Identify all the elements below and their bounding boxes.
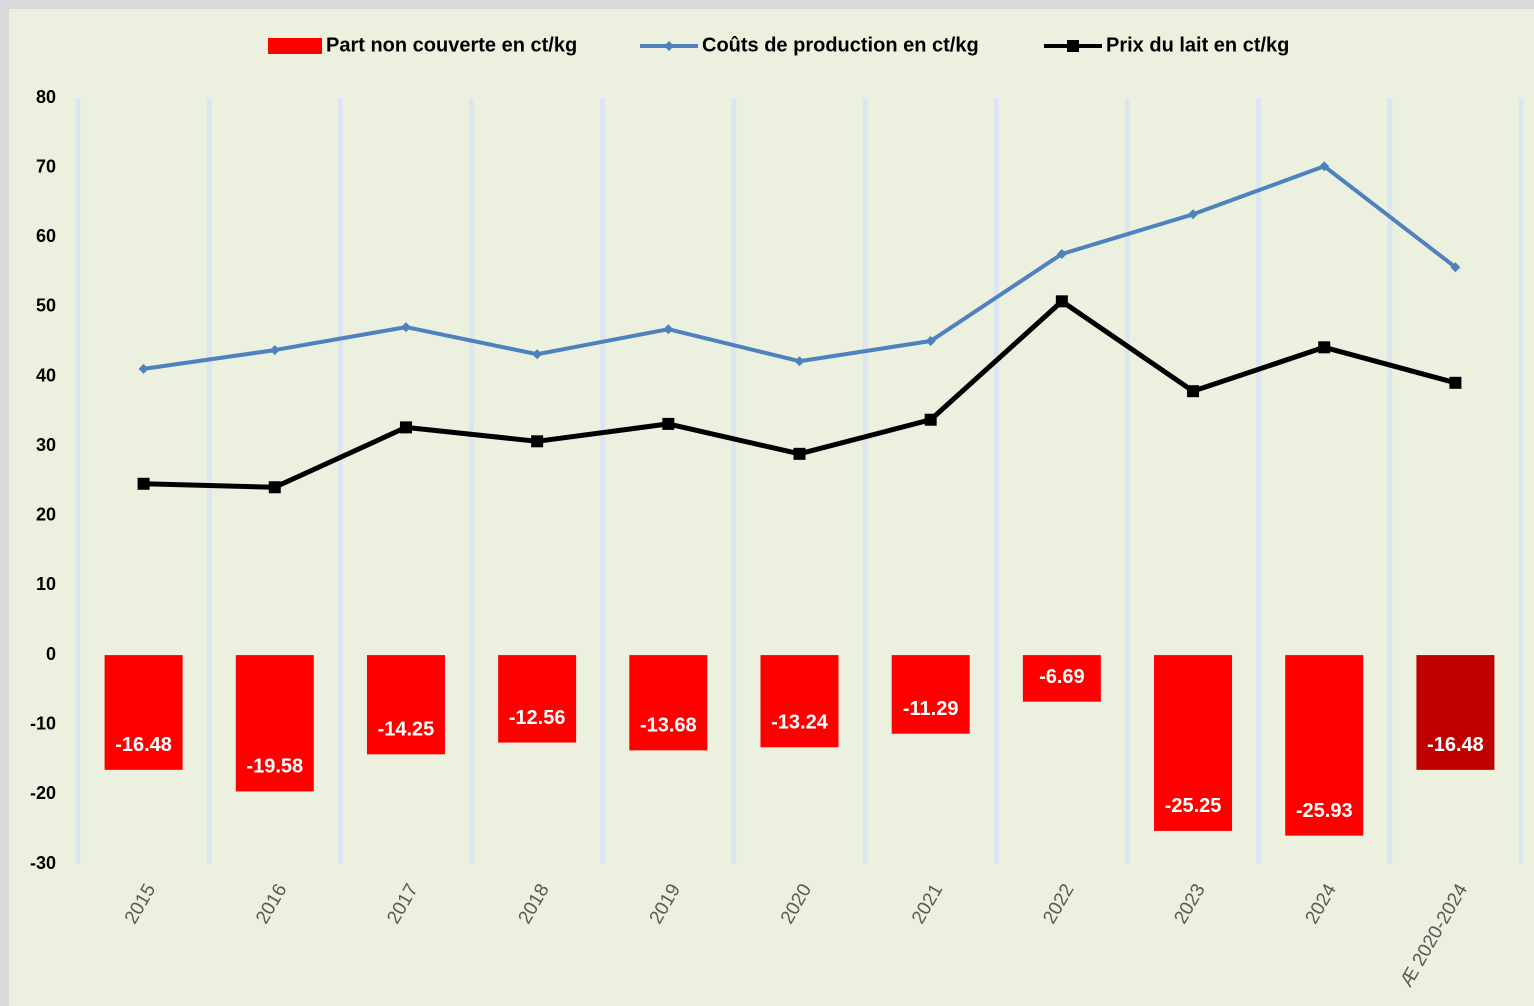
data-label: -6.69 [1039,666,1085,688]
marker [138,363,149,374]
legend-label: Coûts de production en ct/kg [702,34,979,56]
bar [1416,655,1495,770]
bar [1285,655,1364,836]
marker [662,417,675,430]
bar [1154,655,1233,831]
bar [891,655,970,734]
legend-label: Prix du lait en ct/kg [1106,34,1289,56]
data-label: -25.25 [1165,795,1222,817]
marker [663,324,674,335]
y-tick-label: 0 [46,644,56,664]
bar [235,655,314,792]
legend-marker [1067,40,1079,52]
y-tick-label: 20 [36,505,56,525]
data-label: -11.29 [903,698,959,720]
marker [532,349,543,360]
data-label: -25.93 [1296,800,1353,822]
marker [531,435,544,448]
bar [1022,655,1101,702]
plot-background [9,9,1534,1006]
marker [793,447,806,460]
bar [366,655,445,755]
marker [1450,262,1461,273]
marker [400,322,411,333]
y-tick-label: 10 [36,574,56,594]
marker [268,481,281,494]
y-tick-label: -20 [30,783,56,803]
y-tick-label: 70 [36,156,56,176]
y-tick-label: 60 [36,226,56,246]
data-label: -16.48 [1427,734,1484,756]
marker [1187,385,1200,398]
marker [137,477,150,490]
data-label: -13.24 [771,712,829,734]
legend-marker [664,41,674,51]
data-label: -13.68 [640,715,697,737]
y-tick-label: 50 [36,296,56,316]
y-tick-label: 80 [36,87,56,107]
bar [760,655,839,748]
marker [924,413,937,426]
legend-label: Part non couverte en ct/kg [326,34,577,56]
legend-swatch [268,38,322,54]
marker [1318,341,1331,354]
marker [1188,209,1199,220]
y-tick-label: -10 [30,713,56,733]
data-label: -12.56 [509,707,566,729]
bar [104,655,183,770]
marker [794,356,805,367]
y-tick-label: -30 [30,853,56,873]
y-tick-label: 30 [36,435,56,455]
data-label: -19.58 [246,756,303,778]
marker [269,345,280,356]
marker [925,336,936,347]
marker [1449,376,1462,389]
y-tick-label: 40 [36,365,56,385]
data-label: -16.48 [115,734,172,756]
marker [399,421,412,434]
bar [498,655,577,743]
marker [1055,295,1068,308]
marker [1056,248,1067,259]
data-label: -14.25 [378,719,435,741]
bar [629,655,708,751]
marker [1319,161,1330,172]
